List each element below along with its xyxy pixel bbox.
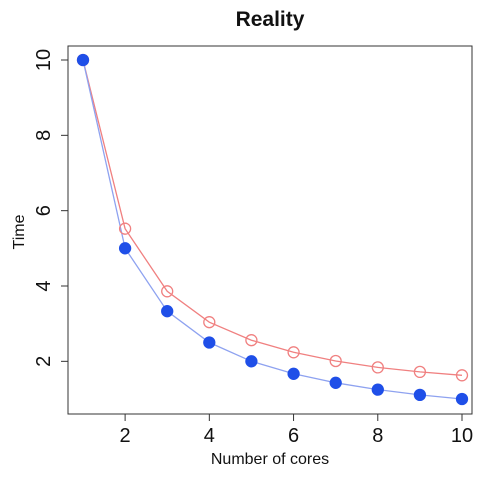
- series-1-point: [329, 354, 342, 368]
- series-2-point: [161, 305, 174, 318]
- series-2-point: [455, 392, 469, 406]
- series-2-point: [287, 367, 300, 380]
- series-1-point: [118, 222, 132, 235]
- y-tick-label: 6: [33, 205, 55, 216]
- series-2-point: [118, 242, 132, 255]
- series-1-point: [371, 361, 384, 374]
- x-tick-label: 8: [372, 425, 383, 447]
- plot-frame: [67, 45, 473, 415]
- series-2-point: [413, 388, 427, 402]
- series-1-point: [161, 285, 174, 298]
- series-2-point: [371, 383, 384, 396]
- axes: 2 4 6 8 10 2 4 6 8 10: [33, 49, 473, 447]
- x-axis-label: Number of cores: [211, 451, 329, 468]
- y-axis-label: Time: [11, 214, 28, 249]
- series-1-point: [203, 316, 216, 329]
- x-tick-label: 2: [120, 425, 131, 447]
- y-tick-label: 2: [33, 356, 55, 367]
- series-line-2: [82, 59, 463, 400]
- x-tick-label: 6: [288, 425, 299, 447]
- y-tick-label: 8: [33, 130, 55, 141]
- x-tick-label: 10: [451, 425, 473, 447]
- y-tick-label: 4: [33, 280, 55, 291]
- series-1-point: [245, 334, 258, 347]
- series-line-1: [82, 59, 463, 376]
- series-2-point: [76, 53, 90, 67]
- series-1-point: [455, 369, 469, 382]
- chart-title: Reality: [236, 8, 305, 31]
- y-tick-label: 10: [33, 49, 55, 71]
- series-2-point: [329, 376, 342, 389]
- series-2-point: [203, 336, 216, 349]
- series-2-point: [245, 355, 258, 368]
- series-layer: [76, 53, 469, 406]
- series-1-point: [287, 346, 300, 359]
- series-1-point: [413, 365, 427, 379]
- x-tick-label: 4: [204, 425, 215, 447]
